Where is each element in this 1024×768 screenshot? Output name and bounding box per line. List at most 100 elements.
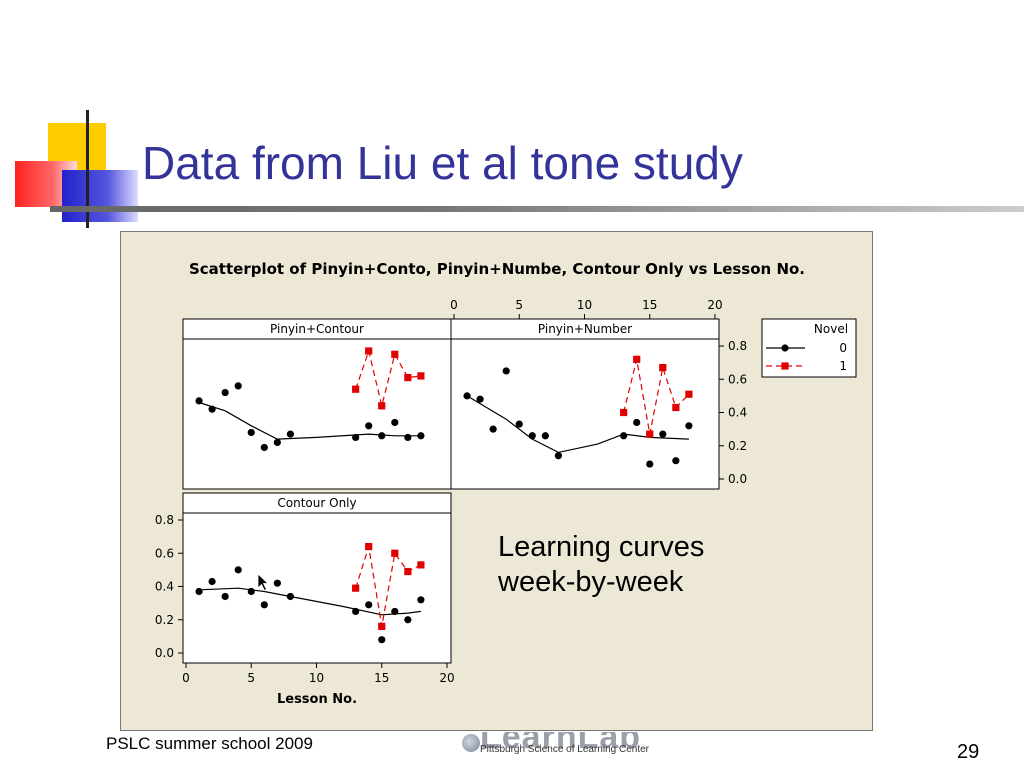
logo-word: LearnLab bbox=[480, 732, 642, 756]
novel0-point bbox=[365, 601, 373, 609]
novel1-point bbox=[417, 561, 425, 569]
y-tick-label-left: 0.4 bbox=[155, 580, 174, 594]
novel1-point bbox=[378, 622, 386, 630]
novel0-point bbox=[502, 367, 510, 375]
x-tick-label-top: 15 bbox=[642, 298, 657, 312]
novel0-point bbox=[195, 587, 203, 596]
page-number: 29 bbox=[957, 741, 980, 763]
scatterplot-chart: Scatterplot of Pinyin+Conto, Pinyin+Numb… bbox=[155, 260, 857, 707]
novel0-point bbox=[646, 460, 654, 468]
chart-title: Scatterplot of Pinyin+Conto, Pinyin+Numb… bbox=[189, 260, 805, 278]
novel1-line-pinyin-contour bbox=[355, 348, 421, 406]
x-tick-label-bottom: 15 bbox=[374, 671, 389, 685]
x-axis-label: Lesson No. bbox=[277, 692, 357, 707]
x-tick-label-bottom: 10 bbox=[309, 671, 324, 685]
title-rule bbox=[50, 206, 1024, 212]
novel0-point bbox=[463, 392, 471, 400]
y-tick-label-right: 0.4 bbox=[728, 406, 747, 420]
novel1-point bbox=[620, 408, 628, 417]
x-tick-label-bottom: 0 bbox=[182, 671, 190, 685]
slide-title: Data from Liu et al tone study bbox=[142, 137, 743, 189]
novel0-point bbox=[515, 420, 523, 428]
novel0-point bbox=[234, 566, 242, 574]
novel0-point bbox=[659, 430, 667, 438]
x-tick-label-top: 10 bbox=[577, 298, 592, 312]
novel0-point bbox=[476, 395, 484, 403]
novel0-point bbox=[247, 428, 255, 437]
novel0-point bbox=[672, 457, 680, 465]
novel1-point bbox=[378, 402, 386, 410]
panel-label-pinyin-number: Pinyin+Number bbox=[538, 322, 632, 336]
novel0-point bbox=[221, 388, 229, 397]
panel-label-pinyin-contour: Pinyin+Contour bbox=[270, 322, 364, 336]
y-tick-label-left: 0.8 bbox=[155, 513, 174, 527]
mouse-cursor-icon bbox=[257, 573, 270, 592]
novel0-point bbox=[260, 601, 268, 609]
novel0-point bbox=[247, 587, 255, 596]
novel0-point bbox=[417, 432, 425, 440]
panel-label-contour-only: Contour Only bbox=[277, 496, 356, 510]
x-tick-label-bottom: 5 bbox=[247, 671, 255, 685]
caption-line-2: week-by-week bbox=[498, 566, 684, 598]
legend-label-1: 1 bbox=[839, 359, 847, 373]
novel1-point bbox=[659, 364, 667, 372]
y-tick-label-right: 0.8 bbox=[728, 339, 747, 353]
legend-marker-1 bbox=[781, 362, 789, 370]
novel0-point bbox=[273, 438, 281, 447]
novel1-point bbox=[391, 350, 399, 358]
y-tick-label-right: 0.0 bbox=[728, 472, 747, 486]
novel0-point bbox=[391, 418, 399, 427]
deco-blue-square bbox=[62, 170, 138, 222]
novel1-point bbox=[633, 355, 641, 363]
novel0-point bbox=[378, 432, 386, 440]
panel-plot-pinyin-number bbox=[450, 338, 720, 490]
footer-text: PSLC summer school 2009 bbox=[106, 734, 313, 753]
chart-frame: Scatterplot of Pinyin+Conto, Pinyin+Numb… bbox=[120, 231, 873, 731]
novel1-point bbox=[404, 373, 412, 382]
novel0-point bbox=[685, 422, 693, 430]
novel1-point bbox=[365, 347, 373, 355]
novel1-point bbox=[404, 567, 412, 576]
deco-vertical-line bbox=[86, 110, 89, 228]
novel1-point bbox=[685, 390, 693, 398]
novel0-smooth-line-contour-only bbox=[198, 587, 421, 616]
logo-globe-icon bbox=[462, 734, 480, 752]
x-tick-label-top: 5 bbox=[515, 298, 523, 312]
y-tick-label-right: 0.6 bbox=[728, 372, 747, 386]
x-tick-label-top: 20 bbox=[707, 298, 722, 312]
novel0-point bbox=[352, 433, 360, 442]
logo-tagline: Pittsburgh Science of Learning Center bbox=[480, 744, 649, 755]
novel0-point bbox=[221, 592, 229, 601]
panel-plot-contour-only bbox=[182, 512, 452, 664]
learnlab-logo: LearnLab Pittsburgh Science of Learning … bbox=[462, 732, 652, 760]
novel0-point bbox=[633, 418, 641, 427]
panel-plot-pinyin-contour bbox=[182, 338, 452, 490]
novel0-point bbox=[378, 636, 386, 644]
novel0-point bbox=[208, 577, 216, 586]
y-tick-label-right: 0.2 bbox=[728, 439, 747, 453]
novel1-point bbox=[365, 543, 373, 551]
y-tick-label-left: 0.2 bbox=[155, 613, 174, 627]
caption: Learning curves week-by-week bbox=[498, 530, 704, 600]
novel0-point bbox=[352, 607, 360, 616]
novel0-point bbox=[286, 430, 294, 438]
novel0-point bbox=[554, 452, 562, 460]
legend-marker-0 bbox=[781, 344, 789, 352]
novel0-point bbox=[365, 422, 373, 430]
novel1-point bbox=[391, 549, 399, 557]
novel1-point bbox=[672, 403, 680, 412]
novel0-point bbox=[528, 432, 536, 440]
novel0-point bbox=[417, 596, 425, 604]
novel1-point bbox=[352, 385, 360, 393]
caption-line-1: Learning curves bbox=[498, 531, 705, 563]
legend-title: Novel bbox=[814, 322, 848, 336]
novel0-point bbox=[391, 607, 399, 616]
novel0-point bbox=[260, 443, 268, 452]
novel1-point bbox=[646, 430, 654, 438]
x-tick-label-top: 0 bbox=[450, 298, 458, 312]
novel0-point bbox=[208, 405, 216, 413]
novel0-point bbox=[404, 616, 412, 624]
novel0-point bbox=[234, 382, 242, 390]
y-tick-label-left: 0.6 bbox=[155, 546, 174, 560]
novel0-point bbox=[541, 432, 549, 440]
